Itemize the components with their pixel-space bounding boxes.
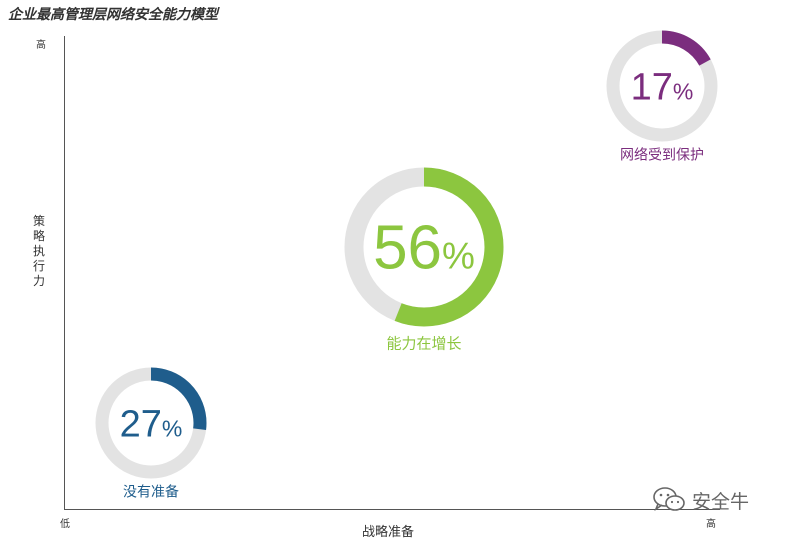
category-label: 没有准备 xyxy=(123,484,179,501)
category-label: 能力在增长 xyxy=(386,335,461,353)
watermark: 安全牛 xyxy=(652,486,749,514)
percent-label: 27% xyxy=(120,403,183,445)
x-tick-low: 低 xyxy=(60,519,70,530)
ring-value-arc xyxy=(95,367,207,479)
category-label: 网络受到保护 xyxy=(620,148,704,164)
ring-bubble-2: 56% 能力在增长 xyxy=(344,167,504,353)
percent-label: 17% xyxy=(631,66,694,108)
x-axis-label: 战略准备 xyxy=(362,525,415,540)
y-tick-high: 高 xyxy=(36,40,46,51)
wechat-icon xyxy=(653,487,685,512)
ring-value-arc xyxy=(344,167,504,327)
ring-value-arc xyxy=(606,30,718,142)
chart-title: 企业最高管理层网络安全能力模型 xyxy=(8,7,218,23)
x-axis-line xyxy=(64,509,720,510)
ring-bubble-1: 27% 没有准备 xyxy=(95,367,207,501)
watermark-text: 安全牛 xyxy=(692,490,750,513)
percent-label: 56% xyxy=(373,214,475,283)
y-axis-line xyxy=(64,36,65,510)
x-tick-high: 高 xyxy=(706,519,716,530)
y-axis-label: 策略执行力 xyxy=(32,214,45,288)
ring-bubble-3: 17% 网络受到保护 xyxy=(606,30,718,164)
